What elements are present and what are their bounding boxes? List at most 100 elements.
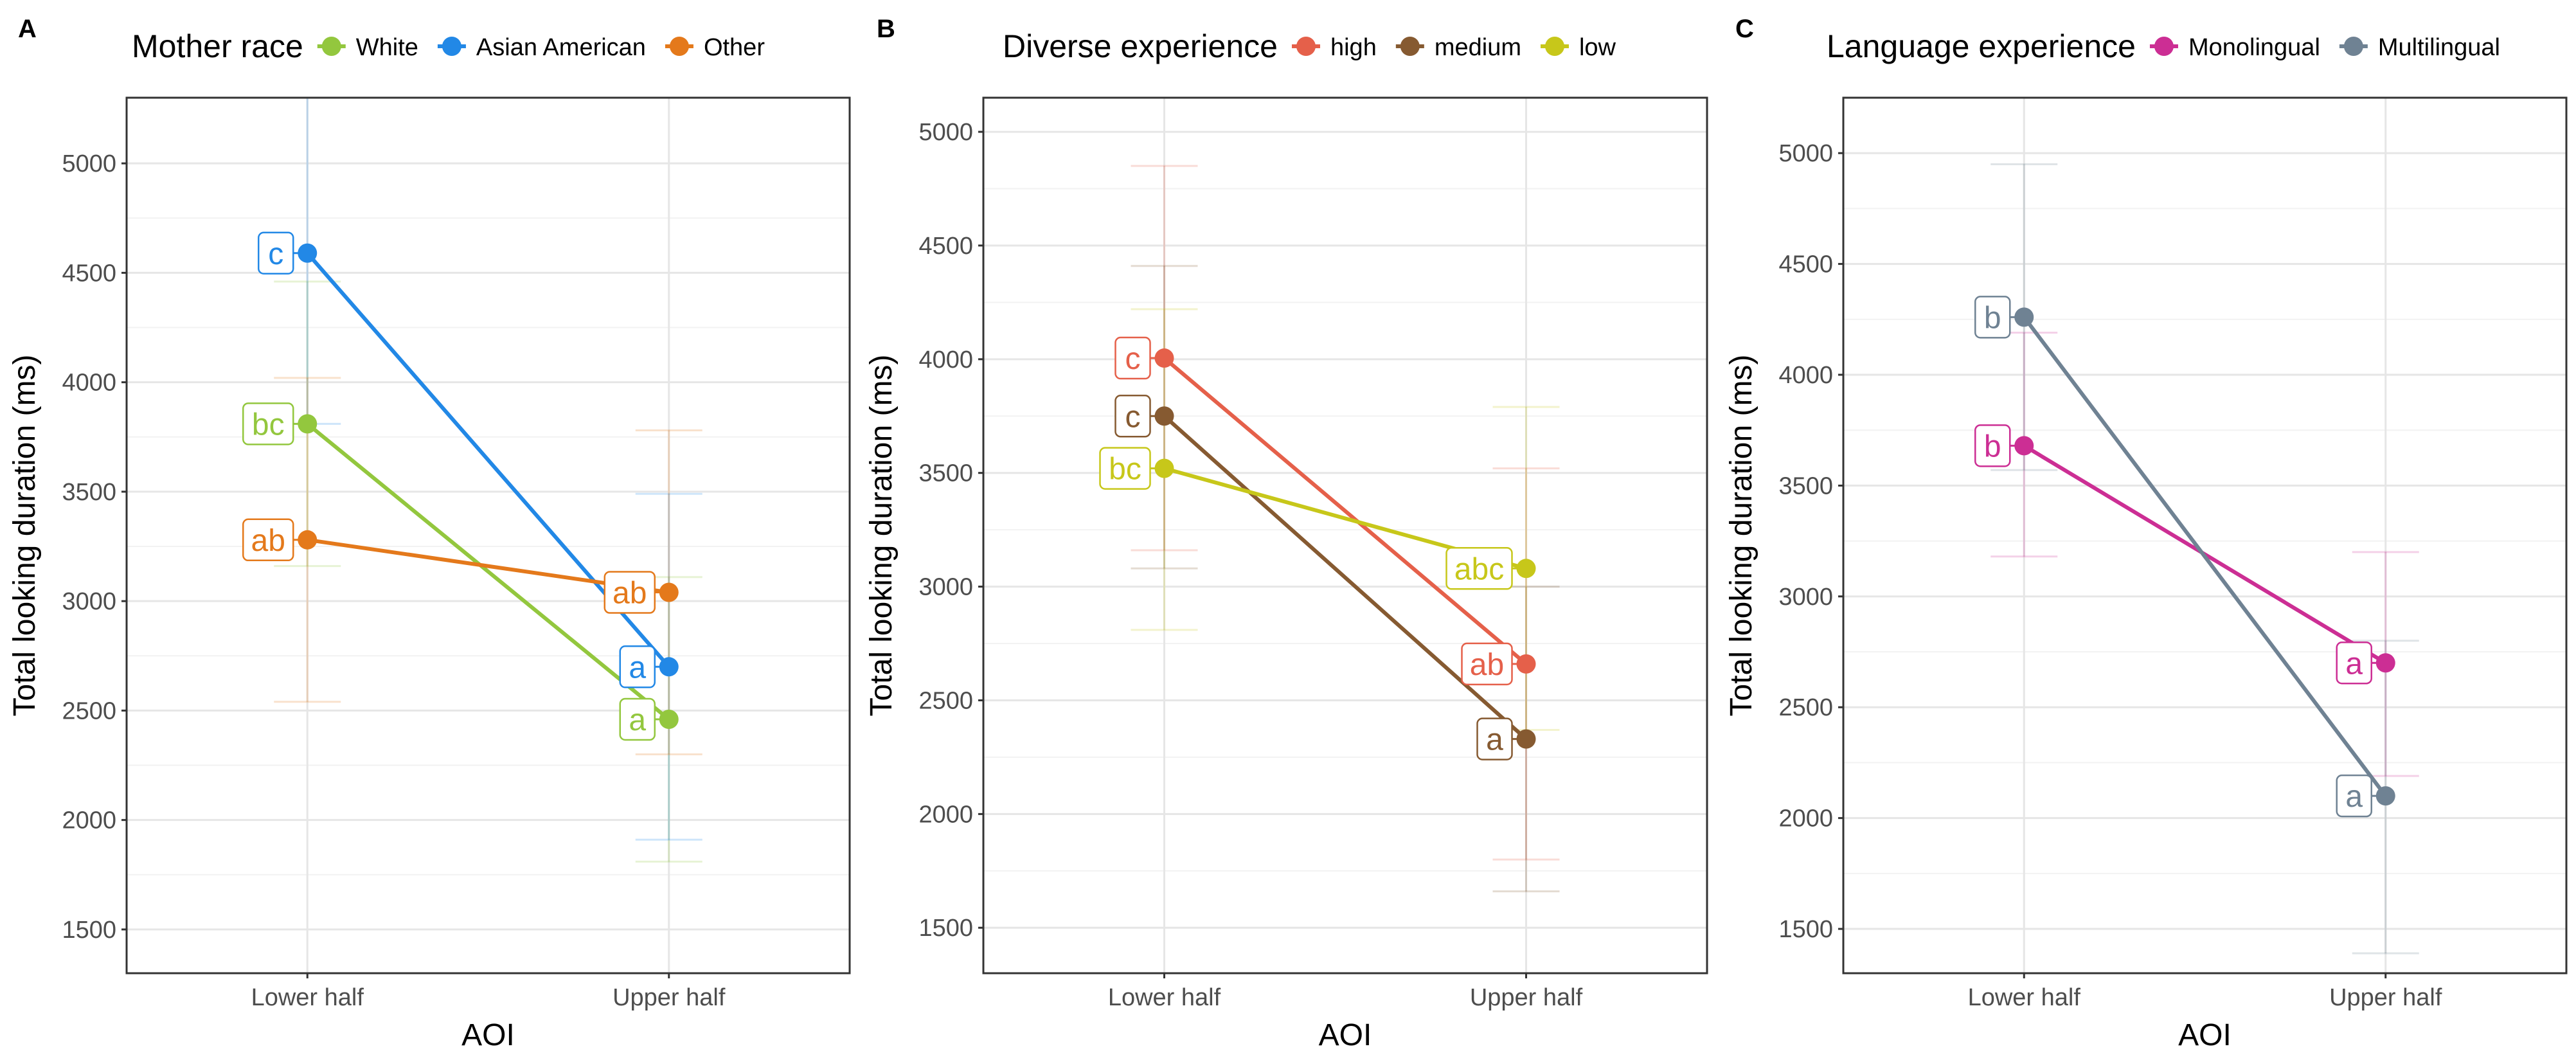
- legend-key-point: [2343, 37, 2363, 56]
- chart-panel-a: 1500 2000 2500 3000 3500 4000 4500 5000 Lower ha…: [8, 15, 851, 1052]
- letter-box: [1974, 424, 2011, 467]
- legend: Diverse experience high medium low: [1003, 28, 1616, 64]
- y-tick-label: 5000: [918, 119, 973, 146]
- x-tick-label: Lower half: [1968, 984, 2081, 1011]
- letter-text: a: [629, 703, 646, 737]
- letter-text: c: [268, 237, 283, 271]
- y-tick-label: 2000: [1778, 805, 1833, 832]
- x-tick-label: Upper half: [613, 984, 726, 1011]
- y-axis-title: Total looking duration (ms): [864, 355, 899, 717]
- letter-box: [1974, 296, 2011, 339]
- letter-box: [604, 571, 656, 614]
- legend: Language experience Monolingual Multilingu…: [1827, 28, 2500, 64]
- legend-item-label: Monolingual: [2188, 34, 2320, 61]
- plot-border: [1842, 96, 2568, 975]
- letter-label: c: [1114, 395, 1165, 438]
- legend-item-label: medium: [1435, 34, 1521, 61]
- y-tick-label: 3000: [62, 588, 116, 615]
- letter-label: ab: [242, 518, 308, 562]
- legend-item: Monolingual: [2149, 34, 2320, 61]
- letter-label: bc: [1099, 447, 1165, 490]
- legend-item-label: Other: [704, 34, 765, 61]
- series-line: [306, 422, 670, 721]
- legend-key-point: [442, 37, 461, 56]
- y-tick-label: 4500: [62, 260, 116, 287]
- letter-box: [1114, 395, 1151, 438]
- legend-item-label: Multilingual: [2378, 34, 2500, 61]
- letter-text: a: [2345, 780, 2363, 814]
- series-line: [1163, 356, 1528, 666]
- y-tick-label: 4000: [918, 346, 973, 373]
- legend-item: high: [1291, 34, 1377, 61]
- letter-label: ab: [604, 571, 669, 614]
- y-tick-label: 5000: [62, 150, 116, 177]
- y-tick-label: 1500: [1778, 916, 1833, 943]
- letter-box: [1445, 547, 1513, 590]
- y-tick-label: 5000: [1778, 140, 1833, 167]
- y-axis-title: Total looking duration (ms): [8, 355, 42, 717]
- y-tick-label: 3500: [918, 460, 973, 487]
- y-tick-label: 2500: [62, 697, 116, 724]
- y-tick-label: 3500: [1778, 472, 1833, 499]
- letter-label: a: [619, 697, 669, 741]
- letter-text: c: [1125, 342, 1141, 376]
- panel-label: C: [1735, 15, 1754, 43]
- x-axis-title: AOI: [2178, 1018, 2232, 1052]
- panel-label: A: [18, 15, 37, 43]
- legend-item: low: [1540, 34, 1616, 61]
- letter-text: a: [1486, 723, 1503, 757]
- x-tick-label: Lower half: [251, 984, 364, 1011]
- legend-item: White: [317, 34, 418, 61]
- legend-key-point: [2154, 37, 2174, 56]
- letter-label: b: [1974, 424, 2025, 467]
- y-tick-label: 1500: [918, 915, 973, 942]
- y-tick-label: 1500: [62, 917, 116, 944]
- letter-text: b: [1984, 429, 2001, 463]
- y-tick-label: 4500: [1778, 251, 1833, 278]
- letter-text: ab: [613, 577, 647, 611]
- plot-area: bc a c a ab ab: [242, 98, 702, 863]
- y-tick-label: 2000: [918, 801, 973, 828]
- panel-label: B: [877, 15, 895, 43]
- legend-item: medium: [1395, 34, 1521, 61]
- x-tick-label: Upper half: [1470, 984, 1583, 1011]
- letter-box: [258, 231, 294, 275]
- y-tick-label: 3500: [62, 479, 116, 506]
- plot-area: b a b a: [1974, 163, 2419, 955]
- letter-label: a: [2336, 774, 2386, 818]
- legend-item-label: high: [1330, 34, 1377, 61]
- letter-text: bc: [1109, 453, 1141, 487]
- legend-title: Diverse experience: [1003, 28, 1278, 64]
- letter-text: a: [629, 651, 646, 685]
- letter-text: abc: [1454, 552, 1504, 586]
- legend-item: Asian American: [437, 34, 646, 61]
- letter-text: b: [1984, 301, 2001, 335]
- legend-item: Multilingual: [2339, 34, 2500, 61]
- letter-box: [619, 645, 656, 688]
- legend-key-point: [1296, 37, 1316, 56]
- legend-title: Language experience: [1827, 28, 2136, 64]
- letter-text: bc: [252, 408, 285, 442]
- letter-text: ab: [251, 524, 285, 558]
- letter-label: a: [619, 645, 669, 688]
- y-tick-label: 3000: [918, 574, 973, 601]
- letter-text: ab: [1470, 648, 1504, 682]
- y-tick-label: 4000: [62, 370, 116, 397]
- plot-border: [982, 96, 1708, 975]
- series-line: [2022, 316, 2388, 797]
- legend-title: Mother race: [132, 28, 303, 64]
- y-tick-label: 4000: [1778, 362, 1833, 389]
- y-tick-label: 3000: [1778, 584, 1833, 611]
- y-tick-label: 2000: [62, 807, 116, 834]
- letter-label: c: [1114, 336, 1165, 380]
- letter-box: [242, 402, 294, 445]
- legend: Mother race White Asian American Other: [132, 28, 765, 64]
- plot-background: [127, 98, 850, 973]
- x-axis-title: AOI: [461, 1018, 515, 1052]
- x-axis-title: AOI: [1319, 1018, 1372, 1052]
- plot-border: [125, 96, 851, 975]
- x-tick-label: Lower half: [1108, 984, 1221, 1011]
- letter-box: [242, 518, 294, 562]
- y-axis-title: Total looking duration (ms): [1724, 355, 1758, 717]
